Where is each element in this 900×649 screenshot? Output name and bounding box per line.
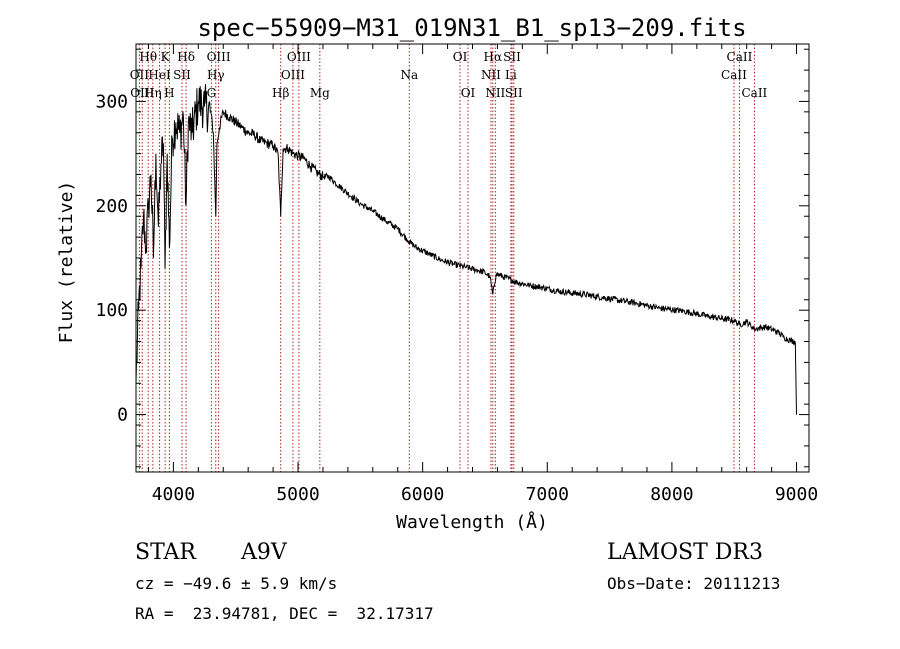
line-label-7: SII [503, 50, 521, 64]
line-label-6: Hα [484, 50, 503, 64]
y-tick-label-0: 0 [117, 405, 128, 426]
x-tick-label-2: 6000 [401, 484, 444, 505]
spectral-line-markers [138, 44, 755, 472]
y-tick-label-1: 100 [95, 300, 128, 321]
y-tick-label-3: 300 [95, 91, 128, 112]
line-label-10: HeI [148, 68, 171, 82]
line-label-26: SII [505, 86, 523, 100]
line-label-13: OIII [281, 68, 305, 82]
y-axis-label: Flux (relative) [56, 181, 77, 344]
x-tick-label-5: 9000 [775, 484, 818, 505]
object-class: STAR [135, 540, 196, 565]
line-label-25: NII [485, 86, 505, 100]
line-label-15: NII [481, 68, 501, 82]
x-tick-label-4: 8000 [650, 484, 693, 505]
line-label-23: Mg [310, 86, 330, 100]
x-tick-label-0: 4000 [152, 484, 195, 505]
line-label-14: Na [400, 68, 418, 82]
x-axis-label: Wavelength (Å) [396, 511, 548, 533]
chart-title: spec−55909−M31_019N31_B1_sp13−209.fits [197, 14, 746, 42]
y-axis: 0 100 200 300 [95, 48, 809, 468]
line-label-2: Hδ [177, 50, 195, 64]
x-tick-label-3: 7000 [526, 484, 569, 505]
line-label-16: Li [505, 68, 517, 82]
line-label-21: G [207, 86, 217, 100]
spectrum-line [135, 84, 797, 415]
spectrum-series [135, 84, 797, 415]
line-label-3: OIII [207, 50, 231, 64]
observation-date: Obs−Date: 20111213 [607, 574, 781, 593]
line-label-8: CaII [727, 50, 753, 64]
line-label-20: H [164, 86, 174, 100]
x-tick-label-1: 5000 [276, 484, 319, 505]
line-label-0: Hθ [139, 50, 157, 64]
coordinates: RA = 23.94781, DEC = 32.17317 [135, 604, 434, 623]
redshift-velocity: cz = −49.6 ± 5.9 km/s [135, 574, 338, 593]
line-label-5: OI [453, 50, 468, 64]
line-label-9: OII [130, 68, 150, 82]
line-label-24: OI [461, 86, 476, 100]
object-subclass: A9V [241, 540, 287, 565]
line-label-4: OIII [287, 50, 311, 64]
line-label-22: Hβ [272, 86, 289, 100]
line-label-19: Hη [144, 86, 162, 100]
x-axis: 4000 5000 6000 7000 8000 9000 [147, 44, 818, 505]
plot-frame [135, 43, 810, 473]
line-label-17: CaII [721, 68, 747, 82]
survey-name: LAMOST DR3 [607, 540, 763, 565]
line-label-11: SII [173, 68, 191, 82]
y-tick-label-2: 200 [95, 196, 128, 217]
line-label-1: K [161, 50, 171, 64]
line-label-12: Hγ [207, 68, 225, 82]
line-label-27: CaII [741, 86, 767, 100]
